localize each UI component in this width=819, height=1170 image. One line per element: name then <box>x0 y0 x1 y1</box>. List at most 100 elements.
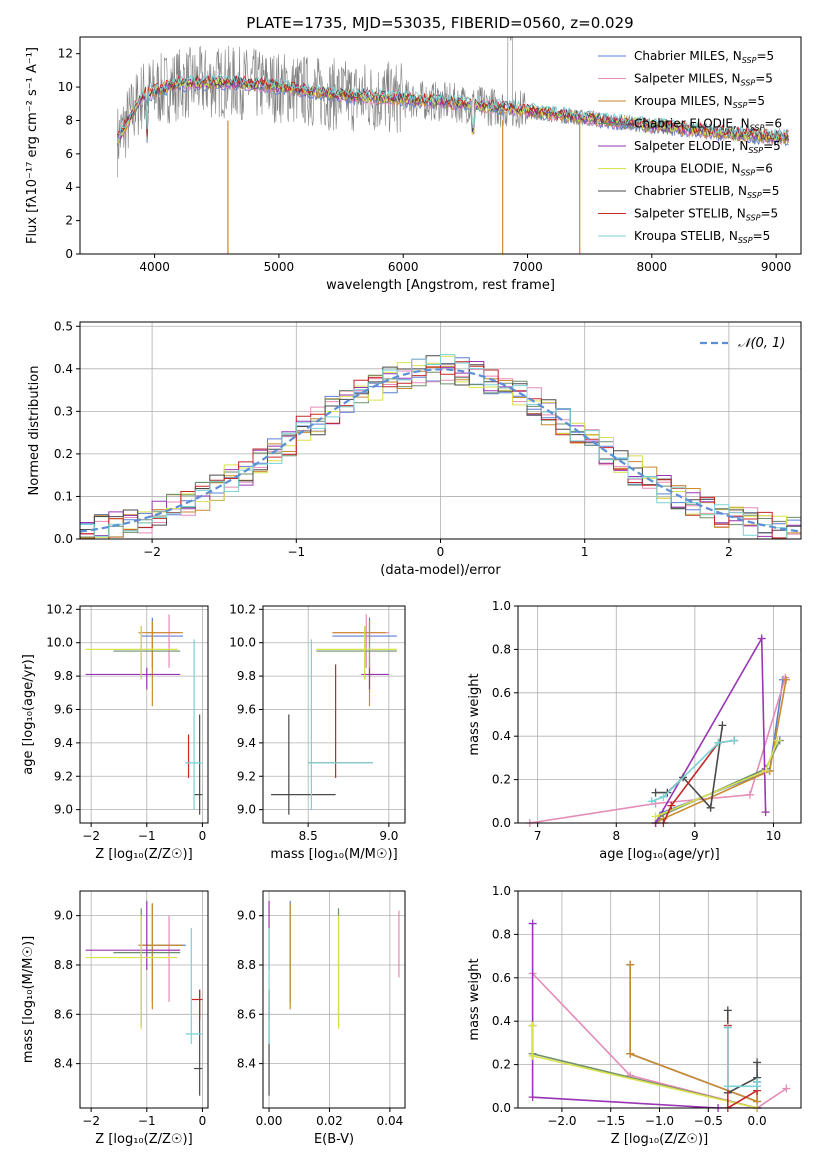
x-tick-label: 10 <box>766 829 781 843</box>
legend-label: Salpeter ELODIE, NSSP=5 <box>634 139 781 155</box>
x-axis-label: age [log₁₀(age/yr)] <box>599 847 720 862</box>
mass-weight-line <box>532 972 787 1108</box>
y-tick-label: 0.2 <box>492 1058 511 1072</box>
x-tick-label: 2 <box>725 545 733 559</box>
legend-label: Kroupa STELIB, NSSP=5 <box>634 229 770 245</box>
axes-frame <box>79 605 209 824</box>
legend-label-tail: =5 <box>763 139 781 153</box>
y-axis-label: Normed distribution <box>27 366 42 496</box>
y-tick-label: 9.6 <box>54 702 73 716</box>
y-tick-label: 8 <box>65 113 73 127</box>
y-tick-label: 0.0 <box>492 816 511 830</box>
legend-label-tail: =6 <box>764 117 782 131</box>
y-axis-label: age [log₁₀(age/yr)] <box>21 654 36 775</box>
data-point-marker <box>782 1084 791 1093</box>
axes-frame <box>262 605 406 824</box>
legend-label: Kroupa ELODIE, NSSP=6 <box>634 162 773 178</box>
mass-weight-line <box>655 679 787 823</box>
y-tick-label: 10.0 <box>229 636 256 650</box>
y-tick-label: 0.6 <box>492 686 511 700</box>
legend-label-main: Kroupa MILES, N <box>634 94 733 108</box>
legend-label-main: Chabrier MILES, N <box>634 49 742 63</box>
y-tick-label: 8.6 <box>54 1007 73 1021</box>
legend-label: Chabrier MILES, NSSP=5 <box>634 49 774 65</box>
x-tick-label: −2 <box>143 545 161 559</box>
residual-histogram <box>80 358 801 539</box>
y-tick-label: 8.8 <box>237 958 256 972</box>
data-point-marker <box>782 675 791 684</box>
data-point-marker <box>723 1006 732 1015</box>
x-tick-label: −1 <box>138 1114 156 1128</box>
y-tick-label: 0.4 <box>492 1014 511 1028</box>
legend-label-sub: SSP <box>741 79 756 88</box>
x-tick-label: 0.04 <box>377 1114 404 1128</box>
x-axis-label: Z [log₁₀(Z/Z☉)] <box>95 847 192 862</box>
data-point-marker <box>745 790 754 799</box>
y-tick-label: 0.2 <box>54 447 73 461</box>
x-tick-label: −0.5 <box>694 1114 723 1128</box>
legend-label-sub: SSP <box>750 124 765 133</box>
x-tick-label: 0 <box>437 545 445 559</box>
legend-label-sub: SSP <box>733 101 748 110</box>
y-tick-label: 10.0 <box>46 636 73 650</box>
y-tick-label: 2 <box>65 214 73 228</box>
x-tick-label: −1.0 <box>645 1114 674 1128</box>
y-tick-label: 9.0 <box>54 803 73 817</box>
axes-frame <box>79 890 209 1109</box>
x-tick-label: −2.0 <box>547 1114 576 1128</box>
y-tick-label: 0.0 <box>492 1101 511 1115</box>
y-tick-label: 0.0 <box>54 532 73 546</box>
legend-label-main: Kroupa STELIB, N <box>634 229 738 243</box>
axes-frame <box>79 36 802 255</box>
x-axis-label: wavelength [Angstrom, rest frame] <box>326 278 555 293</box>
axes-frame <box>517 605 802 824</box>
residual-histogram <box>80 371 801 538</box>
legend-label-tail: =5 <box>755 72 773 86</box>
legend-label-main: Salpeter ELODIE, N <box>634 139 748 153</box>
y-tick-label: 1.0 <box>492 884 511 898</box>
x-tick-label: 0.00 <box>256 1114 283 1128</box>
data-point-marker <box>528 1021 537 1030</box>
panel-mass-vs-Z: −2 −1 0 8.4 8.6 8.8 9.0 Z [log₁₀(Z/Z☉)] mass [lo… <box>21 890 209 1147</box>
panel-mass-vs-EBV: 0.00 0.02 0.04 8.4 8.6 8.8 9.0 E(B-V) <box>237 890 406 1147</box>
x-tick-label: 1 <box>581 545 589 559</box>
data-point-marker <box>626 1049 635 1058</box>
y-tick-label: 9.4 <box>237 736 256 750</box>
panel-mass-weight-vs-Z: −2.0 −1.5 −1.0 −0.5 0.0 0.0 0.2 0.4 0.6 0.8 1.0 Z [… <box>467 884 802 1147</box>
y-tick-label: 0.4 <box>54 362 73 376</box>
legend-label-main: Chabrier STELIB, N <box>634 184 747 198</box>
data-point-marker <box>528 1051 537 1060</box>
legend-label-tail: =5 <box>753 229 771 243</box>
y-tick-label: 9.4 <box>54 736 73 750</box>
figure-title: PLATE=1735, MJD=53035, FIBERID=0560, z=0… <box>246 14 633 32</box>
mass-weight-line <box>531 923 758 1108</box>
y-tick-label: 4 <box>65 180 73 194</box>
panel-age-vs-Z: −2 −1 0 9.0 9.2 9.4 9.6 9.8 10.0 10.2 Z [log₁₀(Z/Z… <box>21 602 209 862</box>
legend-label: 𝒩(0, 1) <box>738 336 785 351</box>
x-tick-label: 0.02 <box>316 1114 343 1128</box>
y-tick-label: 8.4 <box>237 1057 256 1071</box>
y-tick-label: 0.8 <box>492 927 511 941</box>
y-tick-label: 9.8 <box>237 669 256 683</box>
data-point-marker <box>651 788 660 797</box>
panel-spectrum: 4000 5000 6000 7000 8000 9000 0 2 4 6 8 10 12 wavelen… <box>25 36 802 293</box>
panel-mass-weight-vs-age: 7 8 9 10 0.0 0.2 0.4 0.6 0.8 1.0 age [log₁₀(age/yr… <box>467 599 802 862</box>
data-point-marker <box>753 1058 762 1067</box>
y-tick-label: 0.5 <box>54 319 73 333</box>
gaussian-curve <box>80 368 801 533</box>
panel-residual-distribution: −2 −1 0 1 2 0.0 0.1 0.2 0.3 0.4 0.5 (data-model)/er… <box>27 319 802 578</box>
legend-label-tail: =5 <box>756 49 774 63</box>
data-point-marker <box>753 1077 762 1086</box>
legend-label-tail: =5 <box>762 184 780 198</box>
y-tick-label: 8.8 <box>54 958 73 972</box>
x-axis-label: E(B-V) <box>314 1132 354 1147</box>
legend-label-main: Salpeter MILES, N <box>634 72 741 86</box>
legend-label-sub: SSP <box>747 191 762 200</box>
x-tick-label: 8000 <box>637 260 668 274</box>
x-axis-label: (data-model)/error <box>380 563 501 578</box>
x-tick-label: 9.0 <box>379 829 398 843</box>
x-tick-label: 0 <box>199 829 207 843</box>
data-point-marker <box>757 634 766 643</box>
data-point-marker <box>730 736 739 745</box>
x-axis-label: Z [log₁₀(Z/Z☉)] <box>95 1132 192 1147</box>
